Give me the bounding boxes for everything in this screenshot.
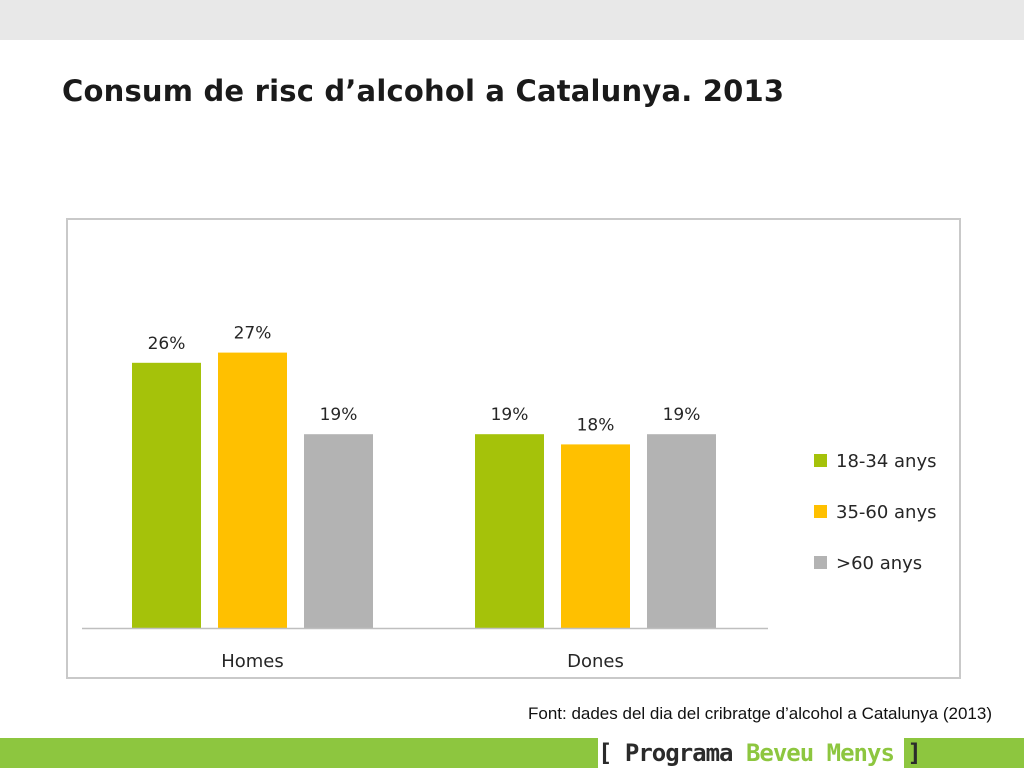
- data-label: 19%: [491, 405, 529, 425]
- bar: [561, 444, 630, 628]
- data-label: 19%: [320, 405, 358, 425]
- bar: [475, 434, 544, 628]
- legend-swatch: [814, 556, 827, 569]
- data-label: 26%: [148, 334, 186, 354]
- bar: [647, 434, 716, 628]
- brand-open-bracket: [: [598, 739, 612, 767]
- brand-word-beveu-menys: Beveu Menys: [745, 739, 895, 767]
- bar: [218, 352, 287, 628]
- data-label: 18%: [577, 415, 615, 435]
- bar: [132, 362, 201, 628]
- top-bar: [0, 0, 1024, 40]
- data-label: 19%: [663, 405, 701, 425]
- brand-logo: [ Programa Beveu Menys ]: [598, 738, 922, 768]
- data-label: 27%: [234, 324, 272, 344]
- brand-word-programa: Programa: [624, 739, 734, 767]
- category-label: Dones: [567, 651, 624, 672]
- legend-label: >60 anys: [836, 553, 922, 574]
- source-note: Font: dades del dia del cribratge d’alco…: [527, 704, 992, 723]
- legend-label: 35-60 anys: [836, 502, 937, 523]
- slide-title: Consum de risc d’alcohol a Catalunya. 20…: [62, 74, 785, 108]
- bar: [304, 434, 373, 628]
- brand-close-bracket: ]: [907, 739, 921, 767]
- legend-swatch: [814, 454, 827, 467]
- legend-swatch: [814, 505, 827, 518]
- legend-label: 18-34 anys: [836, 451, 937, 472]
- category-label: Homes: [221, 651, 284, 672]
